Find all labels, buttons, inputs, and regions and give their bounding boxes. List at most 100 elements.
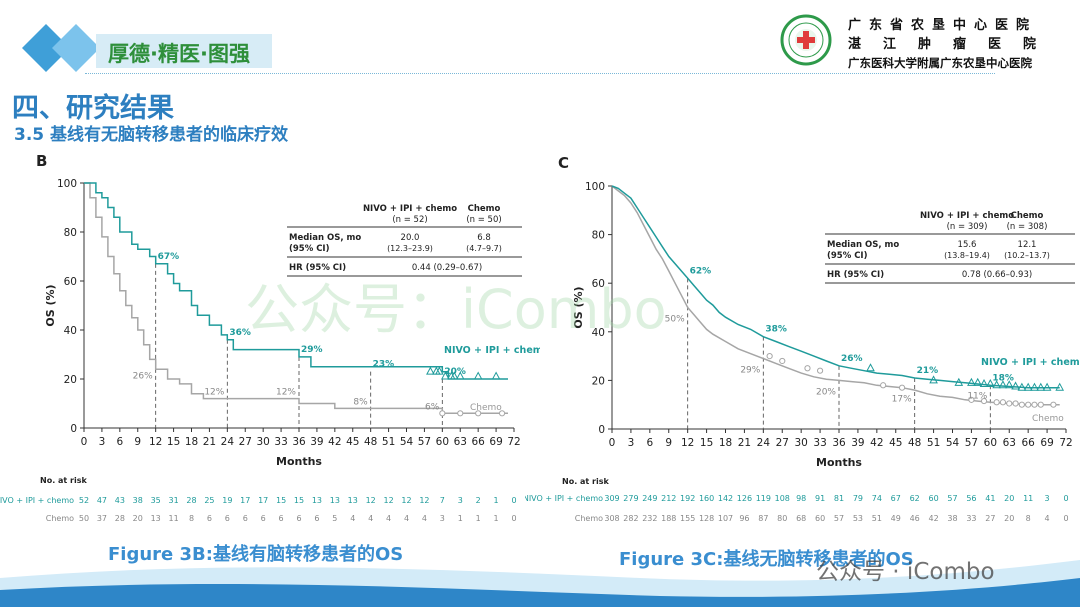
x-tick-label: 30 bbox=[794, 437, 807, 449]
at-risk-value-nivo: 15 bbox=[276, 496, 286, 505]
at-risk-value-nivo: 119 bbox=[756, 494, 771, 503]
at-risk-row-label-nivo: NIVO + IPI + chemo bbox=[525, 494, 603, 503]
nivo-landmark-label: 67% bbox=[158, 252, 180, 262]
y-tick-label: 80 bbox=[592, 230, 605, 242]
at-risk-value-chemo: 8 bbox=[1026, 514, 1031, 523]
at-risk-value-chemo: 4 bbox=[386, 514, 391, 523]
at-risk-value-nivo: 1 bbox=[494, 496, 499, 505]
chemo-censor-mark bbox=[439, 410, 446, 417]
at-risk-value-nivo: 98 bbox=[796, 494, 806, 503]
y-tick-label: 40 bbox=[592, 327, 605, 339]
nivo-censor-mark bbox=[435, 366, 444, 375]
nivo-censor-mark bbox=[1042, 382, 1052, 391]
at-risk-value-chemo: 188 bbox=[661, 514, 676, 523]
nivo-censor-mark bbox=[929, 375, 938, 384]
at-risk-value-nivo: 192 bbox=[680, 494, 695, 503]
at-risk-value-chemo: 0 bbox=[511, 514, 516, 523]
table-col-header: NIVO + IPI + chemo bbox=[920, 211, 1014, 221]
header-divider bbox=[85, 73, 995, 74]
table-row-label: Median OS, mo bbox=[827, 240, 899, 250]
at-risk-value-chemo: 155 bbox=[680, 514, 695, 523]
at-risk-value-chemo: 50 bbox=[79, 514, 89, 523]
nivo-censor-mark bbox=[866, 363, 875, 372]
at-risk-value-chemo: 20 bbox=[133, 514, 143, 523]
chemo-censor-mark bbox=[999, 399, 1007, 406]
at-risk-value-nivo: 126 bbox=[737, 494, 752, 503]
y-tick-label: 20 bbox=[64, 374, 77, 386]
x-tick-label: 39 bbox=[310, 436, 323, 448]
at-risk-value-nivo: 212 bbox=[661, 494, 676, 503]
x-tick-label: 57 bbox=[965, 437, 978, 449]
hospital-name-line: 湛江肿瘤医院 bbox=[848, 37, 1059, 52]
x-tick-label: 45 bbox=[889, 437, 902, 449]
table-col-n: (n = 309) bbox=[947, 222, 988, 232]
at-risk-value-chemo: 4 bbox=[350, 514, 355, 523]
nivo-censor-mark bbox=[1023, 382, 1033, 391]
chemo-censor-mark bbox=[1012, 400, 1019, 407]
at-risk-value-nivo: 12 bbox=[366, 496, 376, 505]
chemo-censor-mark bbox=[980, 397, 988, 405]
table-ci: (13.8–19.4) bbox=[944, 251, 990, 260]
table-row-label: HR (95% CI) bbox=[827, 270, 884, 280]
x-tick-label: 9 bbox=[134, 436, 141, 448]
x-tick-label: 69 bbox=[1040, 437, 1053, 449]
at-risk-value-nivo: 12 bbox=[401, 496, 411, 505]
nivo-censor-mark bbox=[455, 371, 465, 380]
at-risk-value-chemo: 49 bbox=[891, 514, 901, 523]
panel-label-c: C bbox=[558, 154, 570, 172]
x-tick-label: 24 bbox=[757, 437, 771, 449]
at-risk-value-nivo: 3 bbox=[458, 496, 463, 505]
y-tick-label: 20 bbox=[592, 375, 605, 387]
nivo-censor-mark bbox=[449, 371, 459, 380]
at-risk-value-nivo: 28 bbox=[186, 496, 196, 505]
at-risk-value-nivo: 56 bbox=[966, 494, 976, 503]
at-risk-value-chemo: 4 bbox=[404, 514, 409, 523]
at-risk-value-chemo: 46 bbox=[910, 514, 920, 523]
at-risk-value-nivo: 142 bbox=[718, 494, 733, 503]
chemo-censor-mark bbox=[1018, 401, 1025, 408]
nivo-landmark-label: 38% bbox=[765, 325, 787, 335]
chemo-censor-mark bbox=[968, 396, 975, 403]
at-risk-value-chemo: 128 bbox=[699, 514, 714, 523]
at-risk-value-chemo: 4 bbox=[422, 514, 427, 523]
table-row-label: Median OS, mo bbox=[289, 233, 361, 243]
figure-caption-b: Figure 3B:基线有脑转移患者的OS bbox=[108, 544, 404, 565]
nivo-censor-mark bbox=[954, 377, 964, 386]
table-value: 12.1 bbox=[1018, 240, 1037, 250]
diamond-shape bbox=[22, 24, 70, 72]
chemo-censor-mark bbox=[880, 382, 887, 389]
at-risk-value-chemo: 1 bbox=[476, 514, 481, 523]
x-tick-label: 21 bbox=[738, 437, 751, 449]
at-risk-value-chemo: 6 bbox=[243, 514, 248, 523]
bottom-wave-dark bbox=[0, 578, 1080, 607]
chemo-censor-mark bbox=[1037, 401, 1044, 408]
at-risk-value-chemo: 4 bbox=[368, 514, 373, 523]
at-risk-value-nivo: 108 bbox=[775, 494, 790, 503]
at-risk-value-nivo: 43 bbox=[115, 496, 125, 505]
chemo-survival-curve bbox=[611, 185, 1060, 406]
at-risk-value-chemo: 60 bbox=[815, 514, 825, 523]
diamond-shape bbox=[52, 24, 100, 72]
at-risk-value-nivo: 19 bbox=[222, 496, 232, 505]
at-risk-value-chemo: 3 bbox=[440, 514, 445, 523]
y-tick-label: 60 bbox=[64, 276, 77, 288]
at-risk-row-label-nivo: NIVO + IPI + chemo bbox=[0, 496, 74, 505]
at-risk-value-nivo: 279 bbox=[623, 494, 638, 503]
chemo-censor-mark bbox=[816, 367, 824, 374]
nivo-landmark-label: 26% bbox=[841, 354, 863, 364]
at-risk-value-chemo: 6 bbox=[279, 514, 284, 523]
y-axis-label: OS (%) bbox=[572, 286, 585, 328]
nivo-censor-mark bbox=[426, 366, 435, 375]
at-risk-value-nivo: 17 bbox=[258, 496, 268, 505]
nivo-censor-mark bbox=[1036, 382, 1046, 391]
x-tick-label: 72 bbox=[507, 436, 520, 448]
sub-title: 3.5 基线有无脑转移患者的临床疗效 bbox=[14, 125, 289, 145]
nivo-survival-curve bbox=[611, 185, 1060, 389]
table-row-label: (95% CI) bbox=[827, 251, 868, 261]
hospital-name-block: 广东省农垦中心医院 湛江肿瘤医院 广东医科大学附属广东农垦中心医院 bbox=[848, 16, 1038, 73]
at-risk-value-nivo: 25 bbox=[204, 496, 214, 505]
at-risk-value-nivo: 31 bbox=[168, 496, 178, 505]
chemo-landmark-label: 29% bbox=[740, 366, 760, 376]
chemo-censor-mark bbox=[779, 357, 786, 365]
